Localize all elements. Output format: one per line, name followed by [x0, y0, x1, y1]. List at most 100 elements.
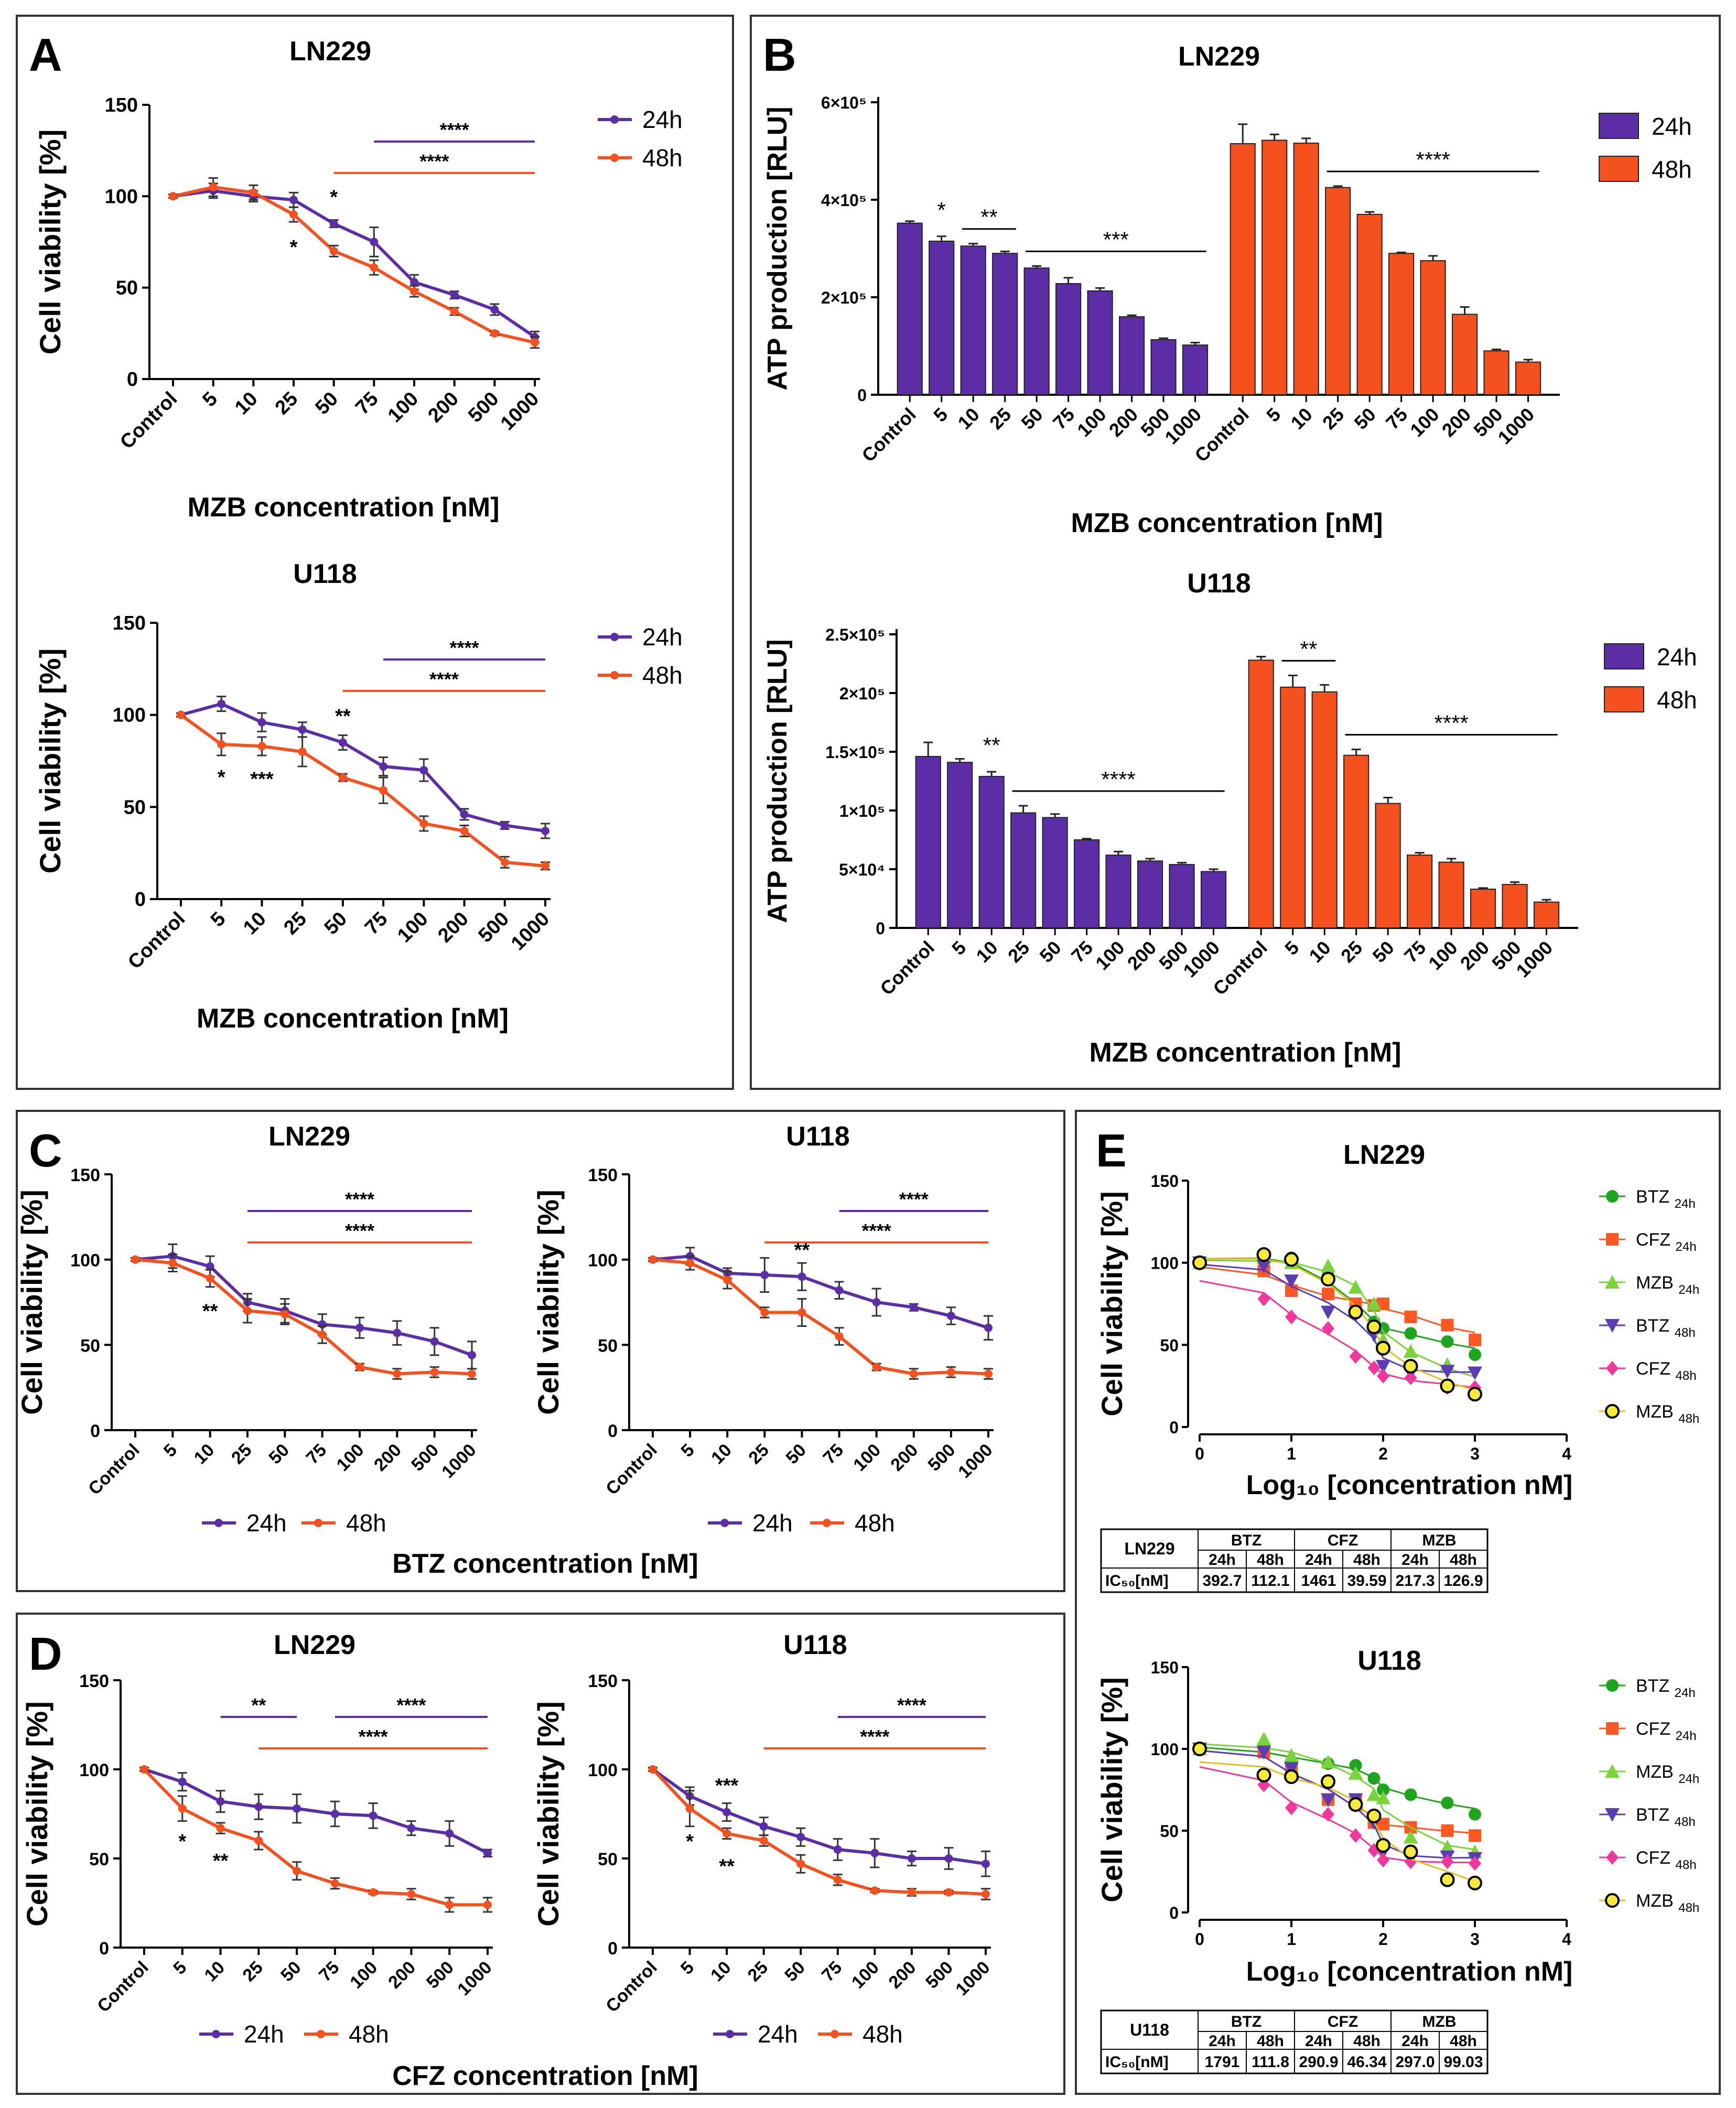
x-tick-label: 200	[370, 1440, 405, 1475]
data-point-48h	[281, 1310, 289, 1318]
data-point-24h	[500, 821, 509, 830]
legend-marker	[1605, 1764, 1620, 1778]
data-point-48h	[723, 1829, 731, 1838]
data-point	[1403, 1344, 1418, 1358]
significance-label: *	[330, 187, 338, 209]
legend-swatch	[1604, 643, 1644, 669]
y-tick-label: 50	[116, 277, 138, 299]
data-point-24h	[946, 1312, 955, 1321]
chart-title: U118	[786, 1121, 849, 1152]
bar-48h	[1293, 143, 1319, 395]
x-tick-label: 25	[279, 908, 311, 939]
chart-d-ln229: LN229 Cell viability [%] 0 50 100 150 Control 5…	[20, 1630, 496, 2048]
y-tick-label: 0	[99, 1939, 109, 1959]
significance-label: ****	[429, 668, 459, 690]
data-point-48h	[379, 786, 388, 795]
series-line-48h	[143, 1768, 488, 1907]
x-tick-label: 1000	[1512, 937, 1557, 982]
x-tick-label: 500	[423, 1958, 458, 1993]
data-point-48h	[468, 1369, 476, 1378]
legend-label: MZB 48h	[1636, 1891, 1699, 1915]
data-point	[1404, 1788, 1417, 1801]
data-point	[1284, 1274, 1299, 1289]
data-point-24h	[393, 1328, 402, 1337]
x-tick-label: 50	[781, 1958, 809, 1986]
chart-title: LN229	[1178, 41, 1260, 72]
significance-label: *	[218, 766, 225, 788]
fit-curve	[1199, 1280, 1475, 1389]
legend-marker	[726, 2030, 734, 2038]
data-point-24h	[760, 1270, 769, 1279]
x-tick-label: 75	[818, 1958, 846, 1986]
legend-label: MZB 24h	[1636, 1273, 1699, 1297]
x-tick-label: 75	[1049, 404, 1079, 434]
data-point-48h	[169, 192, 177, 201]
legend-label: 48h	[862, 2020, 903, 2048]
data-point-24h	[909, 1303, 918, 1312]
bar-48h	[1261, 139, 1288, 395]
y-tick-label: 50	[80, 1336, 100, 1356]
y-tick-label: 150	[113, 612, 146, 634]
y-tick-label: 0	[127, 369, 138, 391]
chart-title: LN229	[268, 1121, 350, 1152]
legend-marker	[610, 115, 619, 124]
data-point	[1440, 1365, 1455, 1379]
data-point-48h	[407, 1890, 416, 1898]
ic50-value: 111.8	[1252, 2053, 1289, 2071]
x-tick-label: 50	[782, 1440, 810, 1468]
chart-title: U118	[783, 1630, 847, 1660]
table-time-header: 48h	[1257, 2033, 1284, 2050]
bar-24h	[1010, 812, 1037, 928]
data-point	[1469, 1348, 1481, 1361]
data-point	[1348, 1797, 1363, 1812]
chart-title: LN229	[274, 1630, 355, 1660]
data-point-24h	[490, 305, 499, 314]
significance-label: ***	[1103, 227, 1129, 252]
data-point	[1367, 1360, 1381, 1376]
panel-c-frame	[16, 1110, 1065, 1592]
ic50-value: 1791	[1205, 2053, 1240, 2071]
x-tick-label: Control	[876, 937, 938, 999]
y-tick-label: 0	[608, 1939, 618, 1959]
data-point-48h	[450, 307, 459, 316]
x-tick-label: Control	[1209, 937, 1271, 999]
legend-label: CFZ 24h	[1636, 1230, 1697, 1254]
x-tick-label: 10	[972, 937, 1002, 967]
data-point-48h	[131, 1255, 139, 1264]
panel-label-d: D	[29, 1628, 62, 1680]
legend-marker	[1605, 1893, 1620, 1908]
x-tick-label: 1000	[497, 388, 543, 435]
bar-48h	[1325, 187, 1351, 395]
data-point-24h	[298, 725, 307, 734]
x-tick-label: 1	[1287, 1444, 1296, 1463]
data-point	[1321, 1754, 1335, 1768]
data-point-48h	[140, 1765, 148, 1774]
y-tick-label: 4×10⁵	[821, 191, 867, 210]
x-tick-label: 1000	[438, 1440, 480, 1482]
legend-marker	[1606, 1850, 1619, 1865]
legend-label: 48h	[642, 144, 683, 171]
panel-label-b: B	[763, 29, 796, 81]
x-tick-label: 4	[1562, 1930, 1571, 1949]
bar-24h	[1023, 267, 1050, 396]
data-point-24h	[289, 196, 298, 204]
data-point-48h	[723, 1275, 732, 1284]
data-point-48h	[649, 1255, 657, 1264]
legend-marker	[212, 2030, 220, 2038]
legend-marker	[317, 2030, 325, 2038]
data-point	[1256, 1732, 1271, 1746]
fit-curve	[1199, 1746, 1475, 1810]
bar-24h	[897, 222, 923, 395]
legend-swatch	[1599, 113, 1639, 139]
data-point-24h	[293, 1804, 301, 1813]
chart-a-ln229: LN229 Cell viability [%] 0 50 100 150 Control 5…	[34, 36, 683, 523]
x-tick-label: 10	[954, 404, 984, 434]
x-tick-label: Control	[1190, 404, 1253, 466]
series-line-24h	[172, 189, 536, 339]
bar-48h	[1311, 691, 1338, 928]
chart-b-u118: U118 ATP production [RLU] 0 5×10⁴ 1×10⁵ 1.5×1…	[762, 568, 1697, 1068]
x-tick-label: 5	[929, 404, 952, 426]
data-point	[1404, 1311, 1417, 1324]
x-tick-label: 10	[190, 1440, 219, 1468]
